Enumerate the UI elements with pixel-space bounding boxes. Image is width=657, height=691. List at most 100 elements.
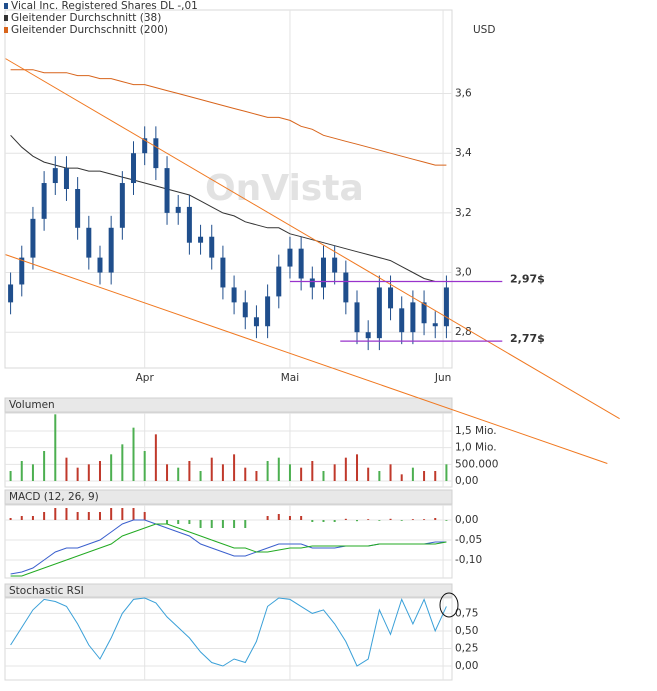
legend-label: Gleitender Durchschnitt (38) [11,12,161,24]
macd-histogram [356,520,359,522]
panel-title: MACD (12, 26, 9) [9,491,99,503]
volume-bar [87,464,90,481]
candle-body [332,257,338,273]
volume-bar [266,461,269,481]
moving-average [10,134,447,282]
volume-bar [389,464,392,481]
candle-body [320,257,326,288]
candle-body [265,296,271,327]
volume-bar [98,461,101,481]
volume-bar [367,467,370,481]
volume-bar [411,467,414,481]
y-tick-label: 3,0 [455,267,472,279]
candle-body [19,257,25,285]
volume-bar [132,427,135,481]
y-tick-label: 500.000 [455,458,498,470]
candle-body [410,302,416,333]
volume-bar [210,457,213,481]
candle-body [298,248,304,279]
macd-histogram [434,518,437,520]
candle-body [388,287,394,309]
legend-swatch [4,15,8,21]
macd-histogram [277,514,280,520]
trendline [5,254,608,464]
volume-bar [188,461,191,481]
panel-frame [4,412,453,488]
candle-body [287,248,293,267]
x-tick-label: Jun [434,372,451,384]
macd-histogram [121,508,124,520]
volume-bar [166,464,169,481]
candle-body [198,236,204,243]
macd-histogram [76,512,79,520]
macd-histogram [311,520,314,522]
volume-bar [322,471,325,481]
volume-bar [177,467,180,481]
volume-bar [378,471,381,481]
y-tick-label: 0,00 [455,475,478,487]
volume-bar [76,467,79,481]
indicator-line [10,597,447,667]
candle-body [432,323,438,327]
macd-histogram [199,520,202,528]
macd-histogram [367,519,370,520]
volume-bar [423,471,426,481]
moving-average [10,69,447,166]
macd-histogram [20,516,23,520]
candle-body [75,189,81,228]
candle-body [253,317,259,327]
macd-histogram [132,508,135,520]
legend-label: Gleitender Durchschnitt (200) [11,24,168,36]
y-tick-label: 0,25 [455,642,478,654]
volume-bar [445,464,448,481]
macd-histogram [333,520,336,522]
candle-body [63,168,69,189]
macd-histogram [54,508,57,520]
candle-body [376,287,382,339]
macd-histogram [110,508,113,520]
y-tick-label: 0,75 [455,607,478,619]
volume-bar [400,474,403,481]
volume-bar [43,451,46,481]
macd-histogram [445,520,448,521]
macd-histogram [300,516,303,520]
candle-body [365,332,371,339]
y-tick-label: 1,0 Mio. [455,442,497,454]
candle-body [309,278,315,288]
volume-bar [110,454,113,481]
volume-bar [20,461,23,481]
volume-bar [143,451,146,481]
candle-body [52,168,58,184]
macd-histogram [188,520,191,524]
legend-label: Vical Inc. Registered Shares DL -,01 [11,0,198,12]
candle-body [164,168,170,213]
level-label: 2,77$ [510,332,545,345]
macd-histogram [221,520,224,528]
candle-body [399,308,405,333]
panel-title: Volumen [9,399,55,411]
macd-histogram [43,512,46,520]
legend-swatch [4,27,8,33]
candle-body [41,183,47,219]
volume-bar [288,464,291,481]
candle-body [343,272,349,303]
level-label: 2,97$ [510,272,545,285]
volume-bar [233,454,236,481]
indicator-line [10,519,447,575]
candle-body [220,257,226,288]
macd-histogram [233,520,236,528]
macd-histogram [322,520,325,522]
macd-histogram [244,520,247,528]
candle-body [242,302,248,318]
macd-histogram [389,518,392,520]
macd-histogram [31,516,34,520]
y-tick-label: 0,00 [455,660,478,672]
candle-body [421,302,427,324]
macd-histogram [166,520,169,524]
y-tick-label: 3,6 [455,88,472,100]
candle-body [354,302,360,333]
y-tick-label: -0,05 [455,534,482,546]
volume-bar [9,471,12,481]
macd-histogram [98,512,101,520]
